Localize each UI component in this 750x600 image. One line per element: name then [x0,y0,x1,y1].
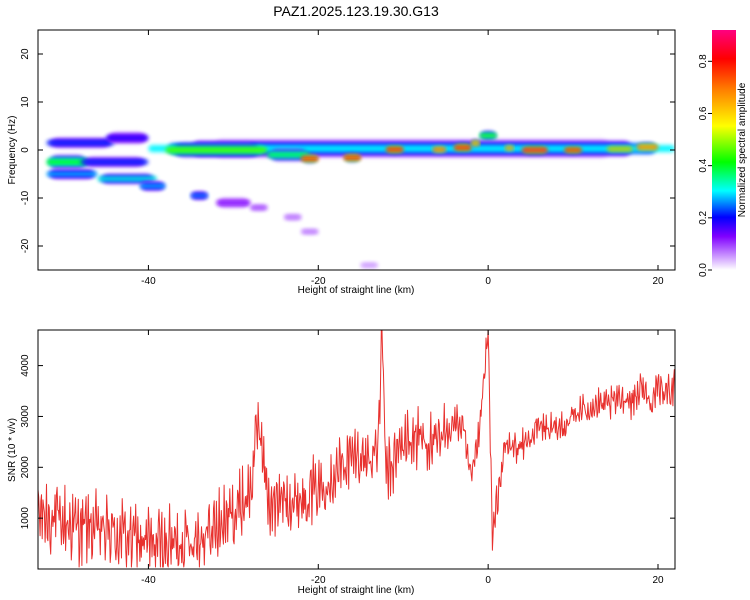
spectrogram-blob [471,139,480,147]
spectrogram-blob-layer [505,146,514,150]
spectrogram-blob-layer [46,172,98,176]
snr-y-label: SNR (10 * v/v) [7,418,18,482]
spectrogram-blob-layer [386,148,404,152]
spectrogram-blob [80,156,149,167]
spectrogram-x-ticks: -40 -20 0 20 [141,30,664,287]
spectrogram-blob-layer [165,147,268,153]
spectrogram-blob [284,214,302,221]
spectrogram-x-tick-label: -40 [141,276,156,287]
colorbar-tick-label: 0.0 [698,263,709,277]
spectrogram-blob-layer [105,135,149,141]
spectrogram-blob [522,145,548,154]
spectrogram-blob-layer [190,194,208,198]
spectrogram-blob [343,153,361,162]
spectrogram-blob [165,142,268,158]
colorbar: 0.0 0.2 0.4 0.6 0.8 Normalized spectral ampl… [698,30,748,277]
colorbar-label: Normalized spectral amplitude [737,82,748,217]
colorbar-tick-label: 0.8 [698,54,709,68]
spectrogram-blob [190,191,208,200]
spectrogram-blob-layer [522,148,548,152]
spectrogram-blob-layer [607,147,633,151]
spectrogram-blob [105,131,149,145]
spectrogram-blob [607,145,633,153]
spectrogram-blob [386,145,404,154]
snr-x-tick-label: -40 [141,575,156,586]
snr-y-tick-label: 1000 [20,507,31,530]
spectrogram-blob-layer [250,206,268,209]
spectrogram-blob-layer [284,216,302,219]
spectrogram-blob-layer [139,184,166,188]
spectrogram-blob-layer [454,146,472,150]
spectrogram-y-tick-label: 10 [20,96,31,108]
snr-y-tick-label: 2000 [20,456,31,479]
colorbar-gradient [712,30,736,270]
spectrogram-blob [432,146,446,154]
spectrogram-y-ticks: 20 10 0 -10 -20 [20,48,675,253]
spectrogram-y-tick-label: 0 [20,147,31,153]
spectrogram-blob [46,168,98,179]
spectrogram-x-tick-label: -20 [311,276,326,287]
spectrogram-blob-layer [636,145,658,149]
spectrogram-blob [301,229,319,235]
spectrogram-blob [505,145,514,152]
spectrogram-x-label: Height of straight line (km) [298,285,415,296]
snr-panel: -40 -20 0 20 1000 2000 3000 4000 Height of str… [7,329,676,596]
spectrogram-blob-layer [97,176,157,181]
spectrogram-blob [267,148,310,161]
spectrogram-blob [564,146,582,154]
spectrogram-blob-layer [564,148,582,152]
spectrogram-y-tick-label: -10 [20,190,31,205]
spectrogram-blob-layer [216,200,251,205]
spectrogram-blob [139,181,166,191]
colorbar-tick-label: 0.2 [698,210,709,224]
spectrogram-blob [216,197,251,208]
spectrogram-blob-layer [46,140,115,145]
spectrogram-blob [454,143,472,152]
colorbar-tick-label: 0.6 [698,106,709,120]
spectrogram-blob-layer [479,133,497,138]
spectrogram-blob-layer [343,156,361,160]
figure-title: PAZ1.2025.123.19.30.G13 [273,3,439,19]
spectrogram-blob-layer [80,160,149,164]
spectrogram-blob [479,131,497,141]
spectrogram-blob-layer [360,264,378,267]
spectrogram-blob [636,143,658,152]
spectrogram-y-label: Frequency (Hz) [7,116,18,185]
colorbar-ticks: 0.0 0.2 0.4 0.6 0.8 [698,54,712,277]
snr-series-line [38,330,675,568]
spectrogram-x-tick-label: 20 [652,276,664,287]
spectrogram-blob [46,154,89,170]
spectrogram-x-tick-label: 0 [485,276,491,287]
spectrogram-y-tick-label: -20 [20,238,31,253]
snr-x-tick-label: 20 [652,575,664,586]
spectrogram-blob [46,137,115,148]
spectrogram-blob [301,154,319,163]
snr-x-label: Height of straight line (km) [298,585,415,596]
snr-y-tick-label: 4000 [20,354,31,377]
spectrogram-blob [360,262,378,268]
spectrogram-blob-layer [471,141,480,145]
snr-x-tick-label: -20 [311,575,326,586]
spectrogram-blob [97,173,157,184]
spectrogram-panel: -40 -20 0 20 20 10 0 -10 -20 Height of straight… [7,29,676,296]
spectrogram-blob-layer [301,230,319,233]
snr-x-ticks: -40 -20 0 20 [141,330,664,586]
snr-y-ticks: 1000 2000 3000 4000 [20,354,675,529]
spectrogram-blob-layer [267,152,310,158]
spectrogram-blob-layer [432,148,446,151]
spectrogram-blobs [46,131,675,268]
spectrogram-blob-layer [301,157,319,161]
spectrogram-y-tick-label: 20 [20,48,31,60]
spectrogram-blob-layer [46,159,89,165]
colorbar-tick-label: 0.4 [698,158,709,172]
spectrogram-blob [250,204,268,211]
snr-x-tick-label: 0 [485,575,491,586]
snr-frame [37,329,676,570]
snr-y-tick-label: 3000 [20,405,31,428]
